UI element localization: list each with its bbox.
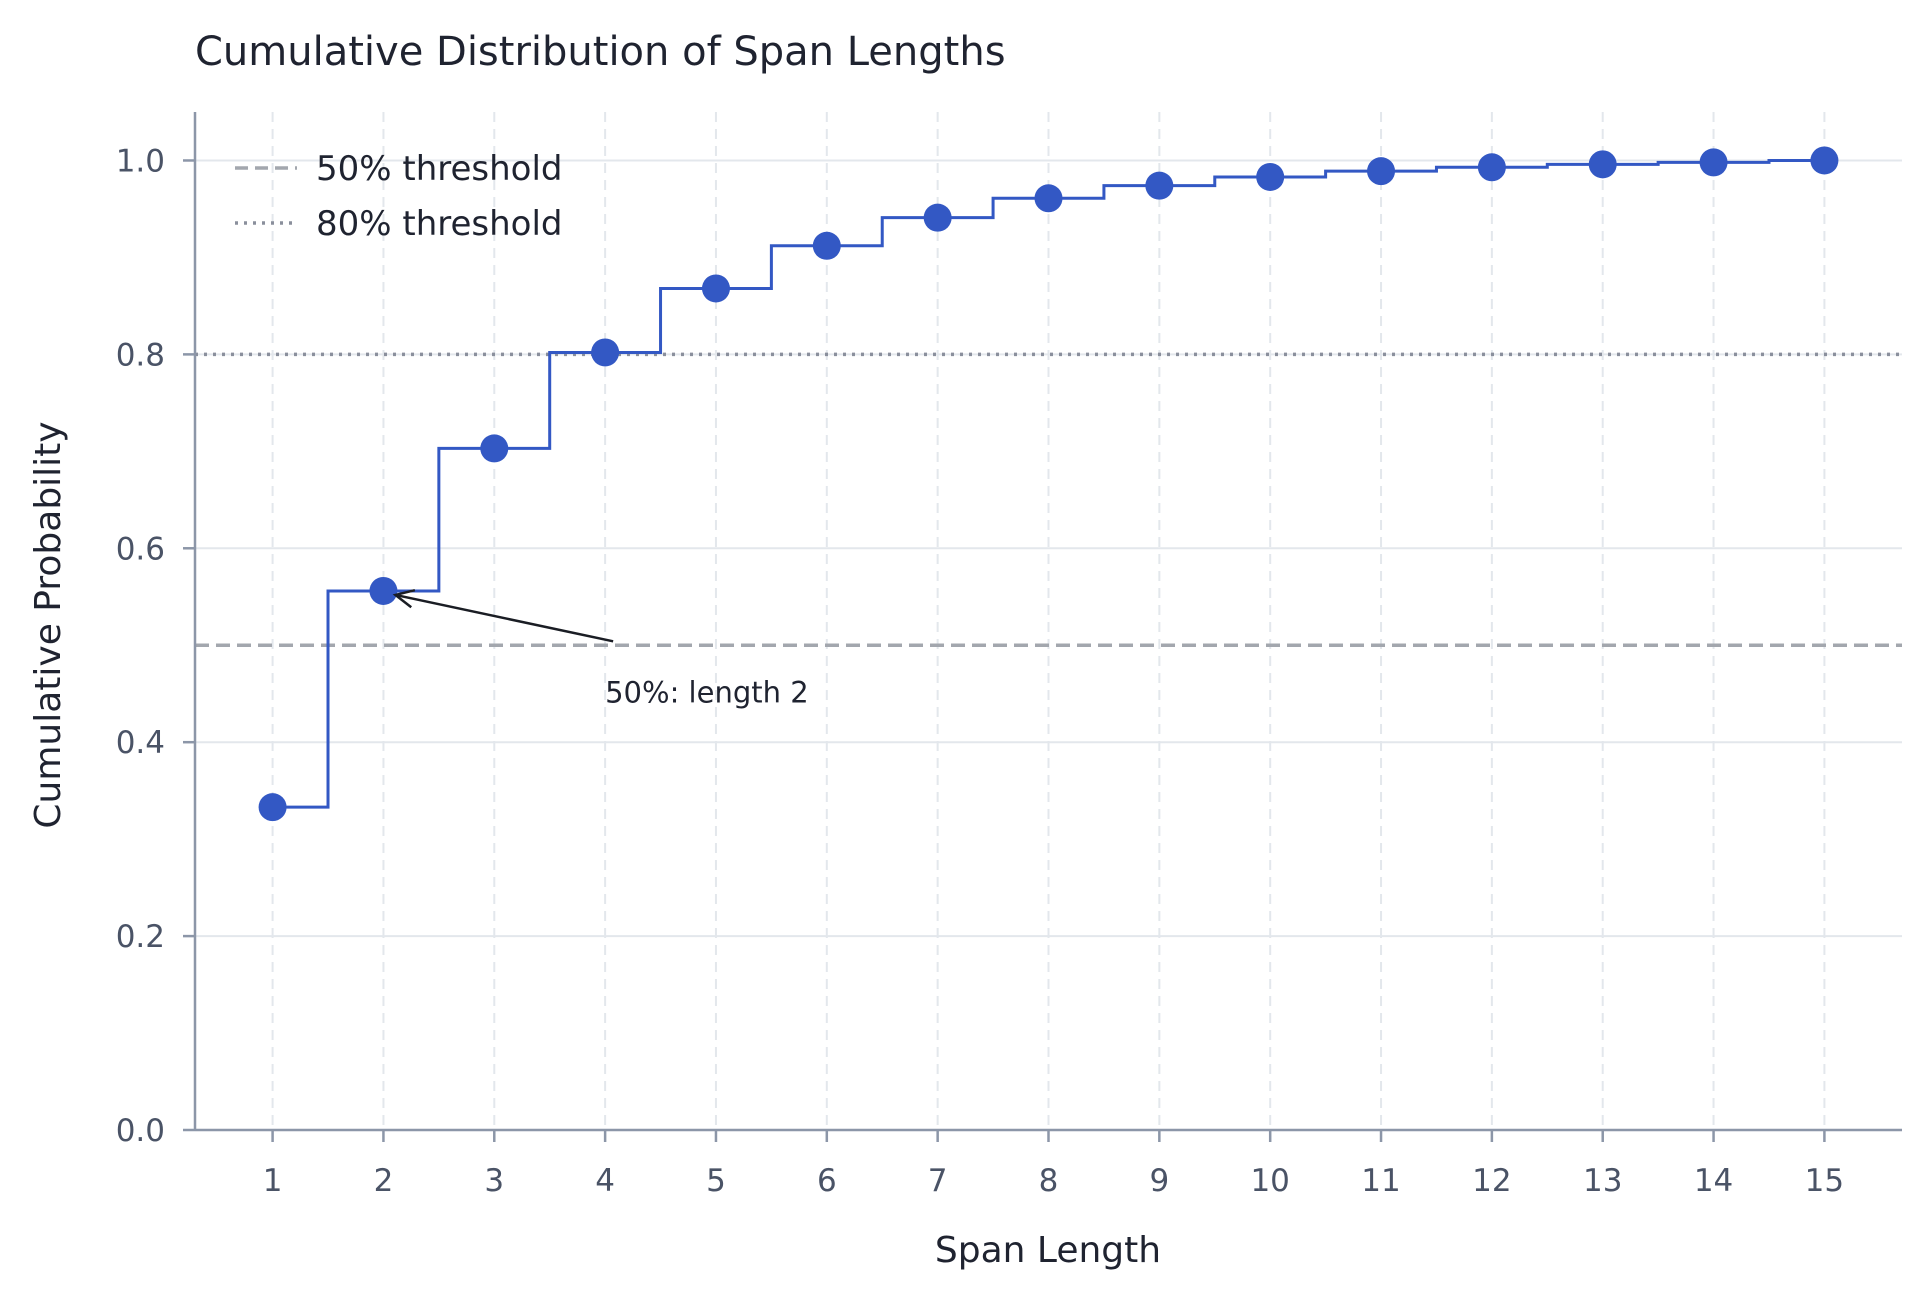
x-tick-label-8: 9 (1149, 1163, 1169, 1199)
grid (195, 112, 1902, 1131)
data-point-11 (1367, 157, 1396, 186)
data-point-7 (923, 203, 952, 232)
x-axis-label: Span Length (935, 1230, 1161, 1271)
y-tick-label-4: 0.8 (116, 337, 165, 373)
data-point-5 (701, 274, 730, 303)
x-tick-label-3: 4 (595, 1163, 615, 1199)
x-tick-label-9: 10 (1250, 1163, 1289, 1199)
x-tick-label-2: 3 (484, 1163, 504, 1199)
x-tick-label-6: 7 (928, 1163, 948, 1199)
data-point-3 (480, 434, 509, 463)
data-point-15 (1810, 146, 1839, 175)
x-tick-label-12: 13 (1583, 1163, 1622, 1199)
x-tick-label-1: 2 (374, 1163, 394, 1199)
x-tick-label-10: 11 (1361, 1163, 1400, 1199)
y-tick-label-1: 0.2 (116, 919, 165, 955)
axes (193, 112, 1902, 1132)
x-tick-label-13: 14 (1694, 1163, 1733, 1199)
data-point-9 (1145, 171, 1174, 200)
series-layer (258, 146, 1839, 822)
legend-label-50: 50% threshold (316, 149, 563, 189)
data-point-12 (1477, 153, 1506, 182)
x-tick-label-11: 12 (1472, 1163, 1511, 1199)
data-point-4 (591, 338, 620, 367)
y-tick-label-5: 1.0 (116, 143, 165, 179)
x-tick-label-14: 15 (1805, 1163, 1844, 1199)
x-tick-label-7: 8 (1039, 1163, 1059, 1199)
data-point-13 (1588, 150, 1617, 179)
x-tick-label-4: 5 (706, 1163, 726, 1199)
y-axis-label: Cumulative Probability (28, 421, 69, 828)
x-tick-label-0: 1 (263, 1163, 283, 1199)
annotation-arrow-line (395, 593, 614, 643)
data-point-14 (1699, 148, 1728, 177)
data-point-8 (1034, 184, 1063, 213)
data-point-6 (812, 231, 841, 260)
annotation-text: 50%: length 2 (605, 675, 809, 709)
y-tick-label-0: 0.0 (116, 1113, 165, 1149)
y-tick-label-3: 0.6 (116, 531, 165, 567)
x-tick-label-5: 6 (817, 1163, 837, 1199)
y-tick-label-2: 0.4 (116, 725, 165, 761)
data-point-2 (369, 576, 398, 605)
chart-title: Cumulative Distribution of Span Lengths (195, 29, 1006, 75)
legend: 50% threshold 80% threshold (235, 149, 563, 244)
annotation-arrow-head (392, 588, 416, 609)
data-point-10 (1256, 162, 1285, 191)
reference-lines (195, 352, 1902, 647)
annotation: 50%: length 2 (392, 588, 809, 709)
legend-label-80: 80% threshold (316, 204, 563, 244)
tick-labels: 0.00.20.40.60.81.01 2 3 4 5 6 7 8 9 10 11 12 13 14 15 (116, 143, 1844, 1199)
data-point-1 (258, 793, 287, 822)
